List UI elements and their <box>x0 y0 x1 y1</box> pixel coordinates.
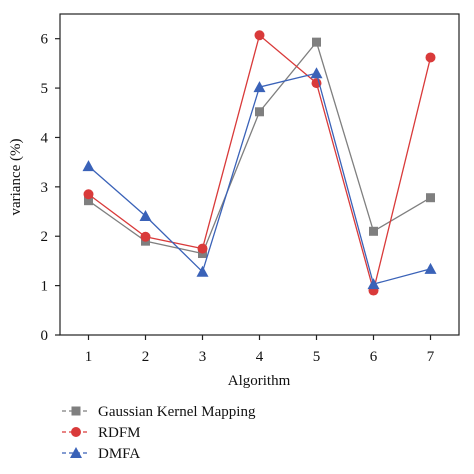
y-tick-label: 4 <box>41 130 49 146</box>
legend: Gaussian Kernel Mapping RDFM DMFA <box>62 404 256 462</box>
series-line <box>88 72 431 285</box>
legend-marker <box>71 427 81 437</box>
data-point <box>197 243 208 254</box>
series-line <box>88 40 431 255</box>
x-tick-label: 7 <box>427 349 435 365</box>
data-point <box>255 107 264 117</box>
y-axis-label: variance (%) <box>8 138 24 215</box>
data-point <box>196 265 209 277</box>
data-point <box>426 193 435 203</box>
data-point <box>140 231 151 242</box>
series-dmfa <box>82 67 437 290</box>
legend-item-gaussian-kernel-mapping: Gaussian Kernel Mapping <box>62 404 256 420</box>
data-point <box>254 30 265 41</box>
legend-item-dmfa: DMFA <box>62 446 140 462</box>
data-point <box>312 37 321 47</box>
data-point <box>369 226 378 236</box>
x-tick-label: 4 <box>256 349 264 365</box>
y-tick-label: 1 <box>41 279 49 295</box>
y-tick-label: 2 <box>41 229 49 245</box>
x-tick-label: 3 <box>199 349 207 365</box>
legend-marker <box>70 447 82 458</box>
data-point <box>425 52 436 63</box>
plot-frame <box>59 13 460 336</box>
legend-item-rdfm: RDFM <box>62 425 141 441</box>
x-axis-label: Algorithm <box>228 373 291 389</box>
x-tick-label: 1 <box>85 349 93 365</box>
y-tick-label: 3 <box>41 180 49 196</box>
y-tick-label: 0 <box>41 328 49 344</box>
data-point <box>84 196 93 206</box>
series-rdfm <box>83 30 436 296</box>
data-point <box>83 189 94 200</box>
series-gaussian-kernel-mapping <box>84 37 435 259</box>
series-layer <box>82 30 437 296</box>
data-point <box>310 67 323 79</box>
data-point <box>424 262 437 274</box>
legend-label: DMFA <box>98 446 140 462</box>
data-point <box>253 81 266 93</box>
y-tick-label: 5 <box>41 81 49 97</box>
x-tick-label: 6 <box>370 349 378 365</box>
legend-label: RDFM <box>98 425 141 441</box>
legend-label: Gaussian Kernel Mapping <box>98 404 256 420</box>
series-line <box>88 34 432 294</box>
y-tick-label: 6 <box>41 32 49 48</box>
legend-marker <box>71 406 81 416</box>
x-tick-label: 2 <box>142 349 150 365</box>
plot-axes: 0 1 2 3 4 5 6 1 2 3 4 5 6 7 <box>41 13 460 365</box>
data-point <box>82 160 95 172</box>
x-tick-label: 5 <box>313 349 321 365</box>
data-point <box>139 209 152 221</box>
data-point <box>367 278 380 290</box>
